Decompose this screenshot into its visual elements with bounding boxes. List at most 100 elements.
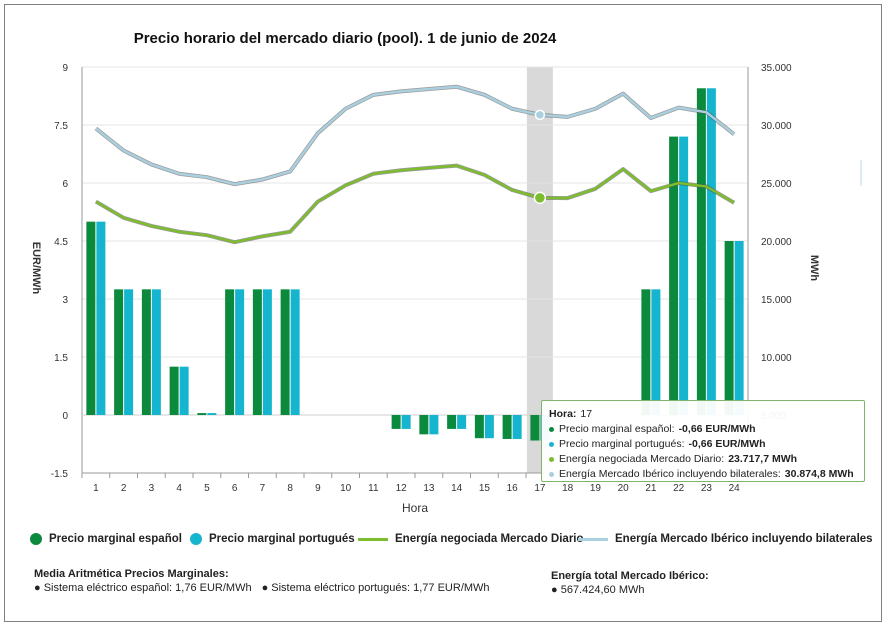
y-right-axis-title: MWh [808,255,820,282]
bar-portuguese-price [484,415,494,439]
tooltip-dot-energy-daily [549,457,554,462]
bar-spanish-price [86,221,96,415]
x-tick-label: 5 [204,483,210,494]
bar-portuguese-price [651,289,661,415]
y-right-tick-label: 15.000 [761,295,792,306]
legend-line-icon [358,537,388,541]
bar-portuguese-price [706,88,716,416]
bar-spanish-price [141,289,151,415]
tooltip-label-spanish: Precio marginal español: [559,423,675,435]
bar-portuguese-price [124,289,134,415]
tooltip-dot-energy-iberian [549,472,554,477]
x-tick-label: 15 [479,483,491,494]
bar-spanish-price [419,415,429,435]
chart-frame [4,4,882,622]
bar-portuguese-price [179,366,189,415]
bar-portuguese-price [262,289,272,415]
x-tick-label: 18 [562,483,574,494]
bar-portuguese-price [457,415,467,429]
series-line-daily-energy [95,164,735,244]
y-right-tick-label: 10.000 [761,353,792,364]
bar-spanish-price [169,366,179,415]
y-left-tick-label: 6 [62,179,68,190]
legend-label: Precio marginal portugués [209,533,355,545]
y-left-axis-title: EUR/MWh [30,242,42,295]
bar-spanish-price [474,415,484,439]
bar-portuguese-price [734,241,744,415]
bar-portuguese-price [679,136,689,415]
total-energy-value: ● 567.424,60 MWh [551,584,645,596]
legend-line-icon [578,537,608,541]
legend-item-iberian-energy[interactable]: Energía Mercado Ibérico incluyendo bilat… [578,533,873,545]
x-tick-label: 24 [729,483,741,494]
total-energy-block: Energía total Mercado Ibérico: ● 567.424… [551,570,709,596]
legend-item-daily-energy[interactable]: Energía negociada Mercado Diario [358,533,584,545]
x-tick-label: 4 [176,483,182,494]
y-left-tick-label: 4.5 [54,237,68,248]
bar-portuguese-price [235,289,245,415]
x-tick-label: 9 [315,483,321,494]
x-tick-label: 11 [368,483,379,494]
bar-spanish-price [391,415,401,429]
bar-spanish-price [225,289,235,415]
x-tick-label: 21 [645,483,657,494]
legend-item-portuguese-price[interactable]: Precio marginal portugués [190,533,355,545]
legend-label: Precio marginal español [49,533,182,545]
highlight-point [534,109,546,121]
average-price-spain: ● Sistema eléctrico español: 1,76 EUR/MW… [34,582,252,594]
tooltip-dot-spanish [549,427,554,432]
hover-tooltip: Hora: 17 Precio marginal español: -0,66 … [541,400,865,482]
average-prices-block: Media Aritmética Precios Marginales: ● S… [34,568,490,594]
bar-spanish-price [447,415,457,429]
y-left-tick-label: 0 [62,411,68,422]
bar-spanish-price [252,289,262,415]
bar-portuguese-price [429,415,439,435]
bar-portuguese-price [207,413,217,415]
x-tick-label: 13 [423,483,435,494]
tooltip-label-energy-daily: Energía negociada Mercado Diario: [559,453,725,465]
bar-spanish-price [724,241,734,415]
bar-portuguese-price [151,289,161,415]
y-right-tick-label: 35.000 [761,63,792,74]
bar-spanish-price [197,413,207,415]
highlight-point [533,191,547,205]
legend-label: Energía negociada Mercado Diario [395,533,584,545]
average-price-portugal-text: Sistema eléctrico portugués: 1,77 EUR/MW… [271,582,490,594]
legend-item-spanish-price[interactable]: Precio marginal español [30,533,182,545]
y-left-tick-label: 9 [62,63,68,74]
bar-portuguese-price [512,415,522,439]
bar-spanish-price [669,136,679,415]
legend-dot-icon [30,533,42,545]
scroll-indicator[interactable] [860,160,862,186]
tooltip-value-energy-iberian: 30.874,8 MWh [784,468,854,480]
legend-dot-icon [190,533,202,545]
tooltip-value-energy-daily: 23.717,7 MWh [728,453,798,465]
x-tick-label: 10 [340,483,352,494]
y-left-tick-label: 7.5 [54,121,68,132]
y-right-tick-label: 20.000 [761,237,792,248]
bar-spanish-price [530,415,540,441]
y-left-tick-label: 1.5 [54,353,68,364]
x-tick-label: 19 [590,483,602,494]
x-tick-label: 14 [451,483,463,494]
x-tick-label: 23 [701,483,713,494]
series-line-iberian-energy [95,85,735,186]
tooltip-hour-label: Hora: [549,408,577,420]
x-tick-label: 6 [232,483,238,494]
y-right-tick-label: 25.000 [761,179,792,190]
tooltip-label-energy-iberian: Energía Mercado Ibérico incluyendo bilat… [559,468,781,480]
bar-spanish-price [641,289,651,415]
total-energy-value-text: 567.424,60 MWh [560,584,645,596]
x-tick-label: 8 [287,483,293,494]
legend-label: Energía Mercado Ibérico incluyendo bilat… [615,533,873,545]
x-tick-label: 20 [618,483,630,494]
x-tick-label: 7 [260,483,266,494]
x-tick-label: 16 [507,483,519,494]
x-axis-title: Hora [402,501,428,515]
bar-portuguese-price [401,415,411,429]
y-left-tick-label: 3 [62,295,68,306]
bar-spanish-price [280,289,290,415]
x-tick-label: 2 [121,483,127,494]
total-energy-title: Energía total Mercado Ibérico: [551,570,709,582]
tooltip-value-portuguese: -0,66 EUR/MWh [688,438,766,450]
